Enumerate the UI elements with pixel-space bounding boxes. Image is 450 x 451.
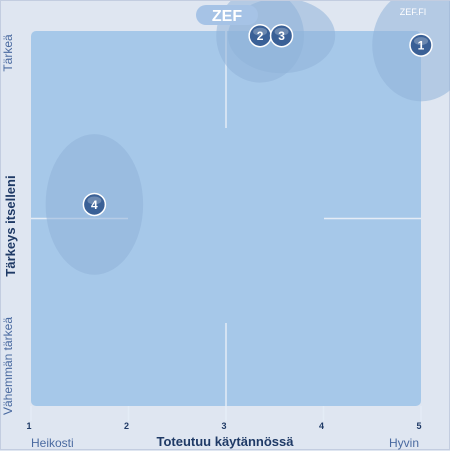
point-label: 3 xyxy=(278,29,285,43)
data-point-3: 3 xyxy=(269,23,294,48)
x-tick-label: 3 xyxy=(221,421,226,431)
x-tick-label: 1 xyxy=(26,421,31,431)
point-label: 1 xyxy=(418,39,425,53)
point-marker xyxy=(409,33,433,57)
point-highlight xyxy=(274,27,289,36)
point-label: 4 xyxy=(91,198,98,212)
data-point-1: 1 xyxy=(409,33,433,57)
zef-logo: ZEF ZEF.FI xyxy=(196,5,426,25)
data-points: 1 2 3 4 xyxy=(82,23,433,217)
point-marker xyxy=(269,23,294,48)
x-tick-label: 5 xyxy=(416,421,421,431)
point-marker xyxy=(82,192,107,217)
point-label: 2 xyxy=(257,29,264,43)
point-highlight xyxy=(414,37,428,46)
point-highlight xyxy=(87,196,102,205)
x-ticks: 1 2 3 4 5 xyxy=(26,406,422,431)
x-tick-label: 2 xyxy=(124,421,129,431)
plot-area xyxy=(31,31,421,406)
logo-badge xyxy=(196,5,258,25)
x-axis-title: Toteutuu käytännössä xyxy=(156,434,294,449)
x-high-label: Hyvin xyxy=(389,436,419,450)
data-point-4: 4 xyxy=(82,192,107,217)
y-high-label: Tärkeä xyxy=(1,34,15,72)
logo-text: ZEF xyxy=(212,8,242,25)
x-tick-label: 4 xyxy=(319,421,324,431)
data-point-2: 2 xyxy=(248,23,272,48)
spread-ellipses xyxy=(45,1,450,275)
y-low-label: Vähemmän tärkeä xyxy=(1,317,15,415)
brand-text: ZEF.FI xyxy=(400,7,427,17)
y-axis-title: Tärkeys itselleni xyxy=(3,175,18,276)
point-highlight xyxy=(253,27,268,36)
x-low-label: Heikosti xyxy=(31,436,74,450)
